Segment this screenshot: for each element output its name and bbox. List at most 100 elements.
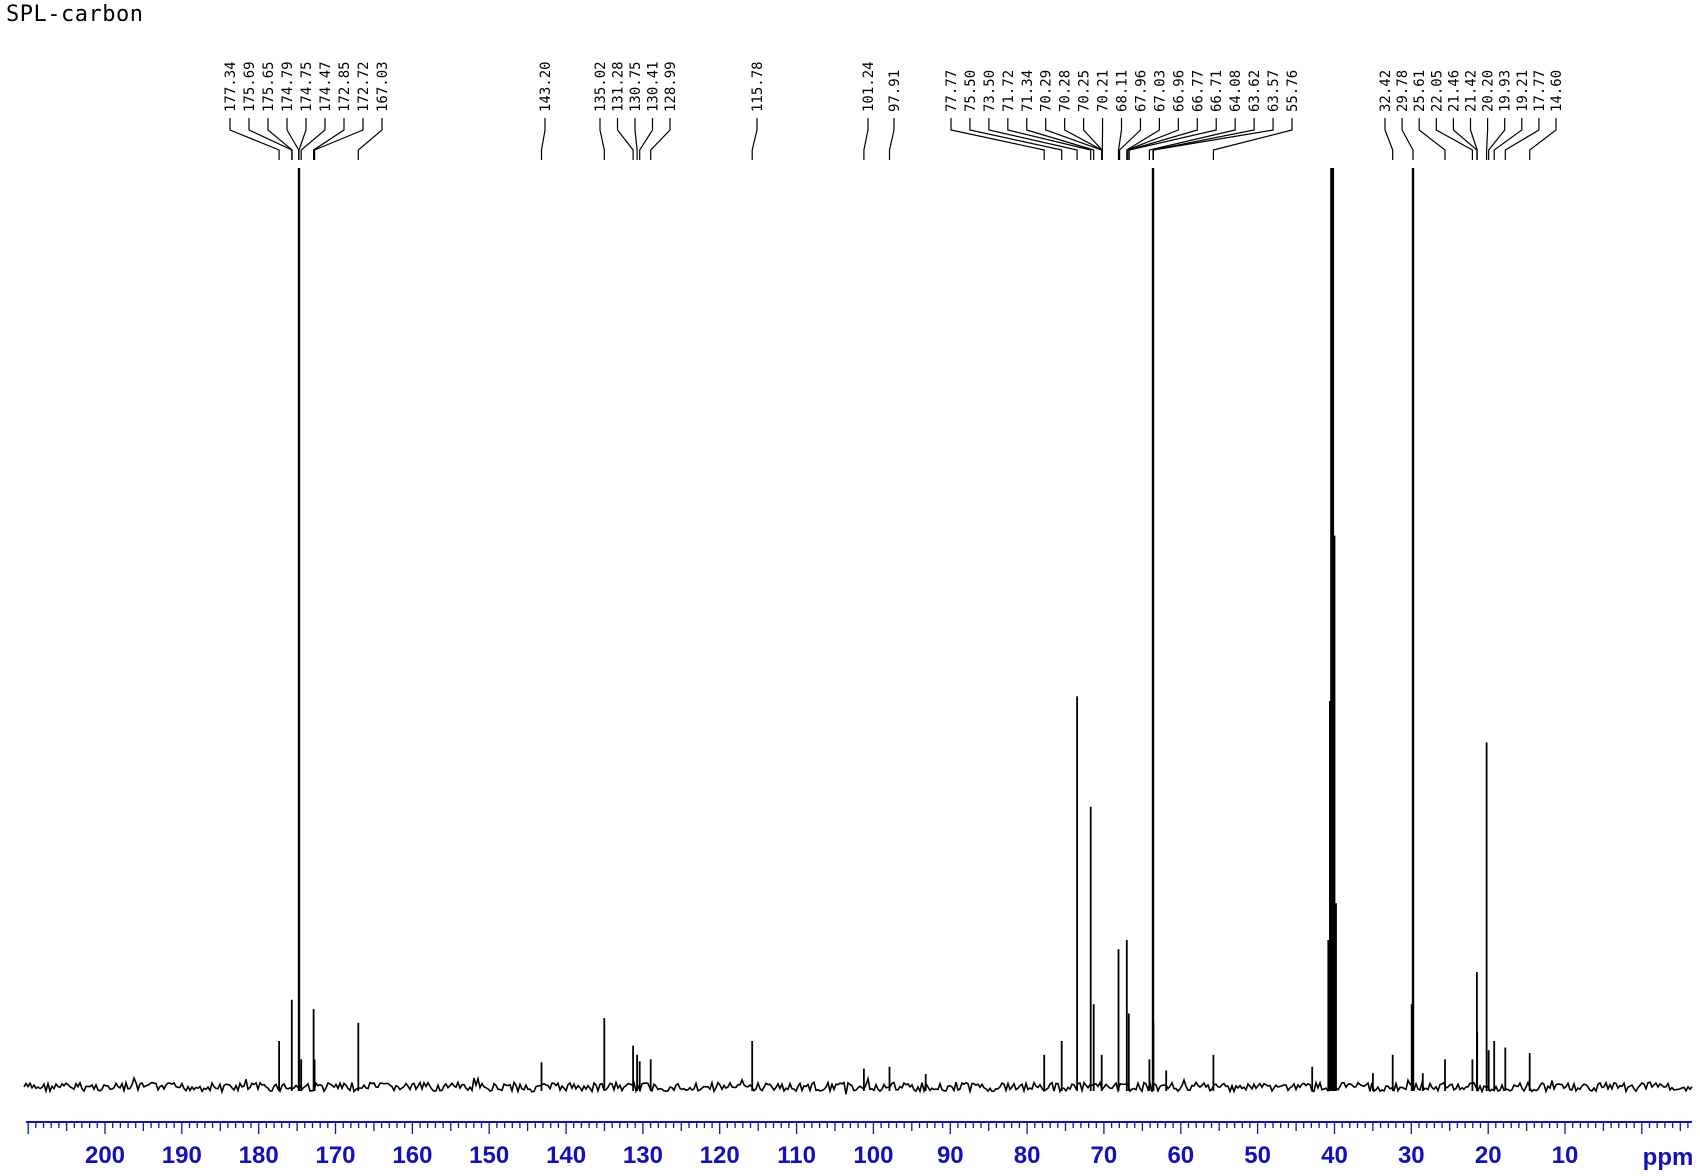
peak-label: 70.28 bbox=[1058, 70, 1074, 112]
x-tick-label: 60 bbox=[1167, 1142, 1194, 1169]
x-tick-label: 170 bbox=[315, 1142, 355, 1169]
peak-label: 29.78 bbox=[1395, 70, 1411, 112]
peak-label: 21.42 bbox=[1464, 70, 1480, 112]
x-tick-label: 40 bbox=[1321, 1142, 1348, 1169]
peak-label: 75.50 bbox=[963, 70, 979, 112]
peak-leader-line bbox=[1117, 118, 1123, 160]
x-tick-label: 90 bbox=[937, 1142, 964, 1169]
peak-label: 172.72 bbox=[356, 61, 372, 112]
peak-leader-line bbox=[314, 118, 364, 160]
peak-label: 71.72 bbox=[1001, 70, 1017, 112]
peak-label: 73.50 bbox=[982, 70, 998, 112]
x-tick-label: 70 bbox=[1091, 1142, 1118, 1169]
peak-leader-line bbox=[248, 118, 293, 160]
x-tick-label: 200 bbox=[85, 1142, 125, 1169]
spectrum-title: SPL-carbon bbox=[6, 2, 144, 27]
peak-leader-line bbox=[1418, 118, 1446, 160]
x-tick-label: 110 bbox=[777, 1142, 816, 1169]
peak-label: 32.42 bbox=[1378, 70, 1394, 112]
peak-label: 66.77 bbox=[1190, 70, 1206, 112]
peak-label: 20.20 bbox=[1481, 70, 1497, 112]
peak-label: 167.03 bbox=[375, 61, 391, 112]
peak-leader-line bbox=[599, 118, 605, 160]
x-axis: 200 190 180 170 160 150 140 130 120 110 100 90 80 70 6… bbox=[26, 1121, 1694, 1171]
peak-label: 63.57 bbox=[1266, 70, 1282, 112]
peak-leader-line bbox=[751, 118, 758, 160]
peak-label: 174.75 bbox=[299, 61, 315, 112]
peak-leader-line bbox=[1401, 118, 1414, 160]
peak-leader-line bbox=[1007, 118, 1092, 160]
peak-leader-line bbox=[286, 118, 300, 160]
peak-leader-line bbox=[313, 118, 345, 160]
peak-label: 55.76 bbox=[1285, 70, 1301, 112]
peak-leader-line bbox=[1126, 118, 1179, 160]
peak-label: 175.69 bbox=[242, 61, 258, 112]
peak-label: 19.21 bbox=[1515, 70, 1531, 112]
peak-label-group: 177.34 175.69 175.65 174.79 174.75 174.47 172.… bbox=[223, 61, 1565, 160]
x-tick-label: 150 bbox=[469, 1142, 509, 1169]
peak-label: 115.78 bbox=[750, 61, 766, 112]
peak-leader-line bbox=[1118, 118, 1142, 160]
peak-leader-line bbox=[1083, 118, 1103, 160]
peak-label: 130.75 bbox=[628, 61, 644, 112]
peak-leader-line bbox=[639, 118, 654, 160]
peak-leader-line bbox=[1493, 118, 1523, 160]
peak-label: 143.20 bbox=[538, 61, 554, 112]
peak-leader-line bbox=[988, 118, 1078, 160]
peak-leader-line bbox=[1026, 118, 1095, 160]
peak-label: 66.96 bbox=[1171, 70, 1187, 112]
x-tick-label: 120 bbox=[700, 1142, 740, 1169]
peak-label: 14.60 bbox=[1549, 70, 1565, 112]
peak-leader-line bbox=[969, 118, 1063, 160]
peak-leader-line bbox=[1128, 118, 1198, 160]
peak-leader-line bbox=[540, 118, 546, 160]
peak-label: 174.47 bbox=[318, 61, 334, 112]
peak-leader-line bbox=[1128, 118, 1217, 160]
peak-leader-line bbox=[1152, 118, 1274, 160]
peak-label: 131.28 bbox=[611, 61, 627, 112]
peak-leader-line bbox=[357, 118, 383, 160]
x-tick-label: 190 bbox=[162, 1142, 202, 1169]
peak-label: 67.03 bbox=[1152, 70, 1168, 112]
x-axis-unit-label: ppm bbox=[1643, 1144, 1694, 1171]
peak-label: 130.41 bbox=[646, 61, 662, 112]
peak-label: 19.93 bbox=[1498, 70, 1514, 112]
peak-label: 70.21 bbox=[1096, 70, 1112, 112]
x-tick-label: 180 bbox=[239, 1142, 279, 1169]
peak-label: 97.91 bbox=[887, 70, 903, 112]
peak-leader-line bbox=[950, 118, 1045, 160]
peak-leader-line bbox=[1504, 118, 1540, 160]
peak-leader-line bbox=[229, 118, 280, 160]
peak-label: 101.24 bbox=[861, 61, 877, 112]
peak-label: 177.34 bbox=[223, 61, 239, 112]
peak-leader-line bbox=[616, 118, 634, 160]
peak-label: 64.08 bbox=[1228, 70, 1244, 112]
x-tick-label: 50 bbox=[1244, 1142, 1271, 1169]
peak-label: 71.34 bbox=[1020, 70, 1036, 112]
peak-leader-line bbox=[1435, 118, 1474, 160]
peak-label: 22.05 bbox=[1429, 70, 1445, 112]
peak-leader-line bbox=[1212, 118, 1293, 160]
peak-label: 77.77 bbox=[944, 70, 960, 112]
peak-leader-line bbox=[1529, 118, 1557, 160]
x-tick-label: 160 bbox=[392, 1142, 432, 1169]
peak-leader-line bbox=[1148, 118, 1236, 160]
x-tick-label: 140 bbox=[546, 1142, 586, 1169]
peak-leader-line bbox=[1384, 118, 1394, 160]
peak-leader-line bbox=[888, 118, 895, 160]
peak-leader-line bbox=[1485, 118, 1489, 160]
peak-label: 174.79 bbox=[280, 61, 296, 112]
peak-label: 25.61 bbox=[1412, 70, 1428, 112]
peak-label: 70.29 bbox=[1039, 70, 1055, 112]
peak-label: 63.62 bbox=[1247, 70, 1263, 112]
baseline-noise bbox=[23, 1075, 1693, 1095]
peak-label: 66.71 bbox=[1209, 70, 1225, 112]
peak-leader-line bbox=[267, 118, 293, 160]
peak-label: 135.02 bbox=[593, 61, 609, 112]
peak-leader-line bbox=[298, 118, 307, 160]
peak-leader-line bbox=[300, 118, 326, 160]
peak-label: 172.85 bbox=[337, 61, 353, 112]
peak-leader-line bbox=[650, 118, 671, 160]
peak-label: 70.25 bbox=[1077, 70, 1093, 112]
